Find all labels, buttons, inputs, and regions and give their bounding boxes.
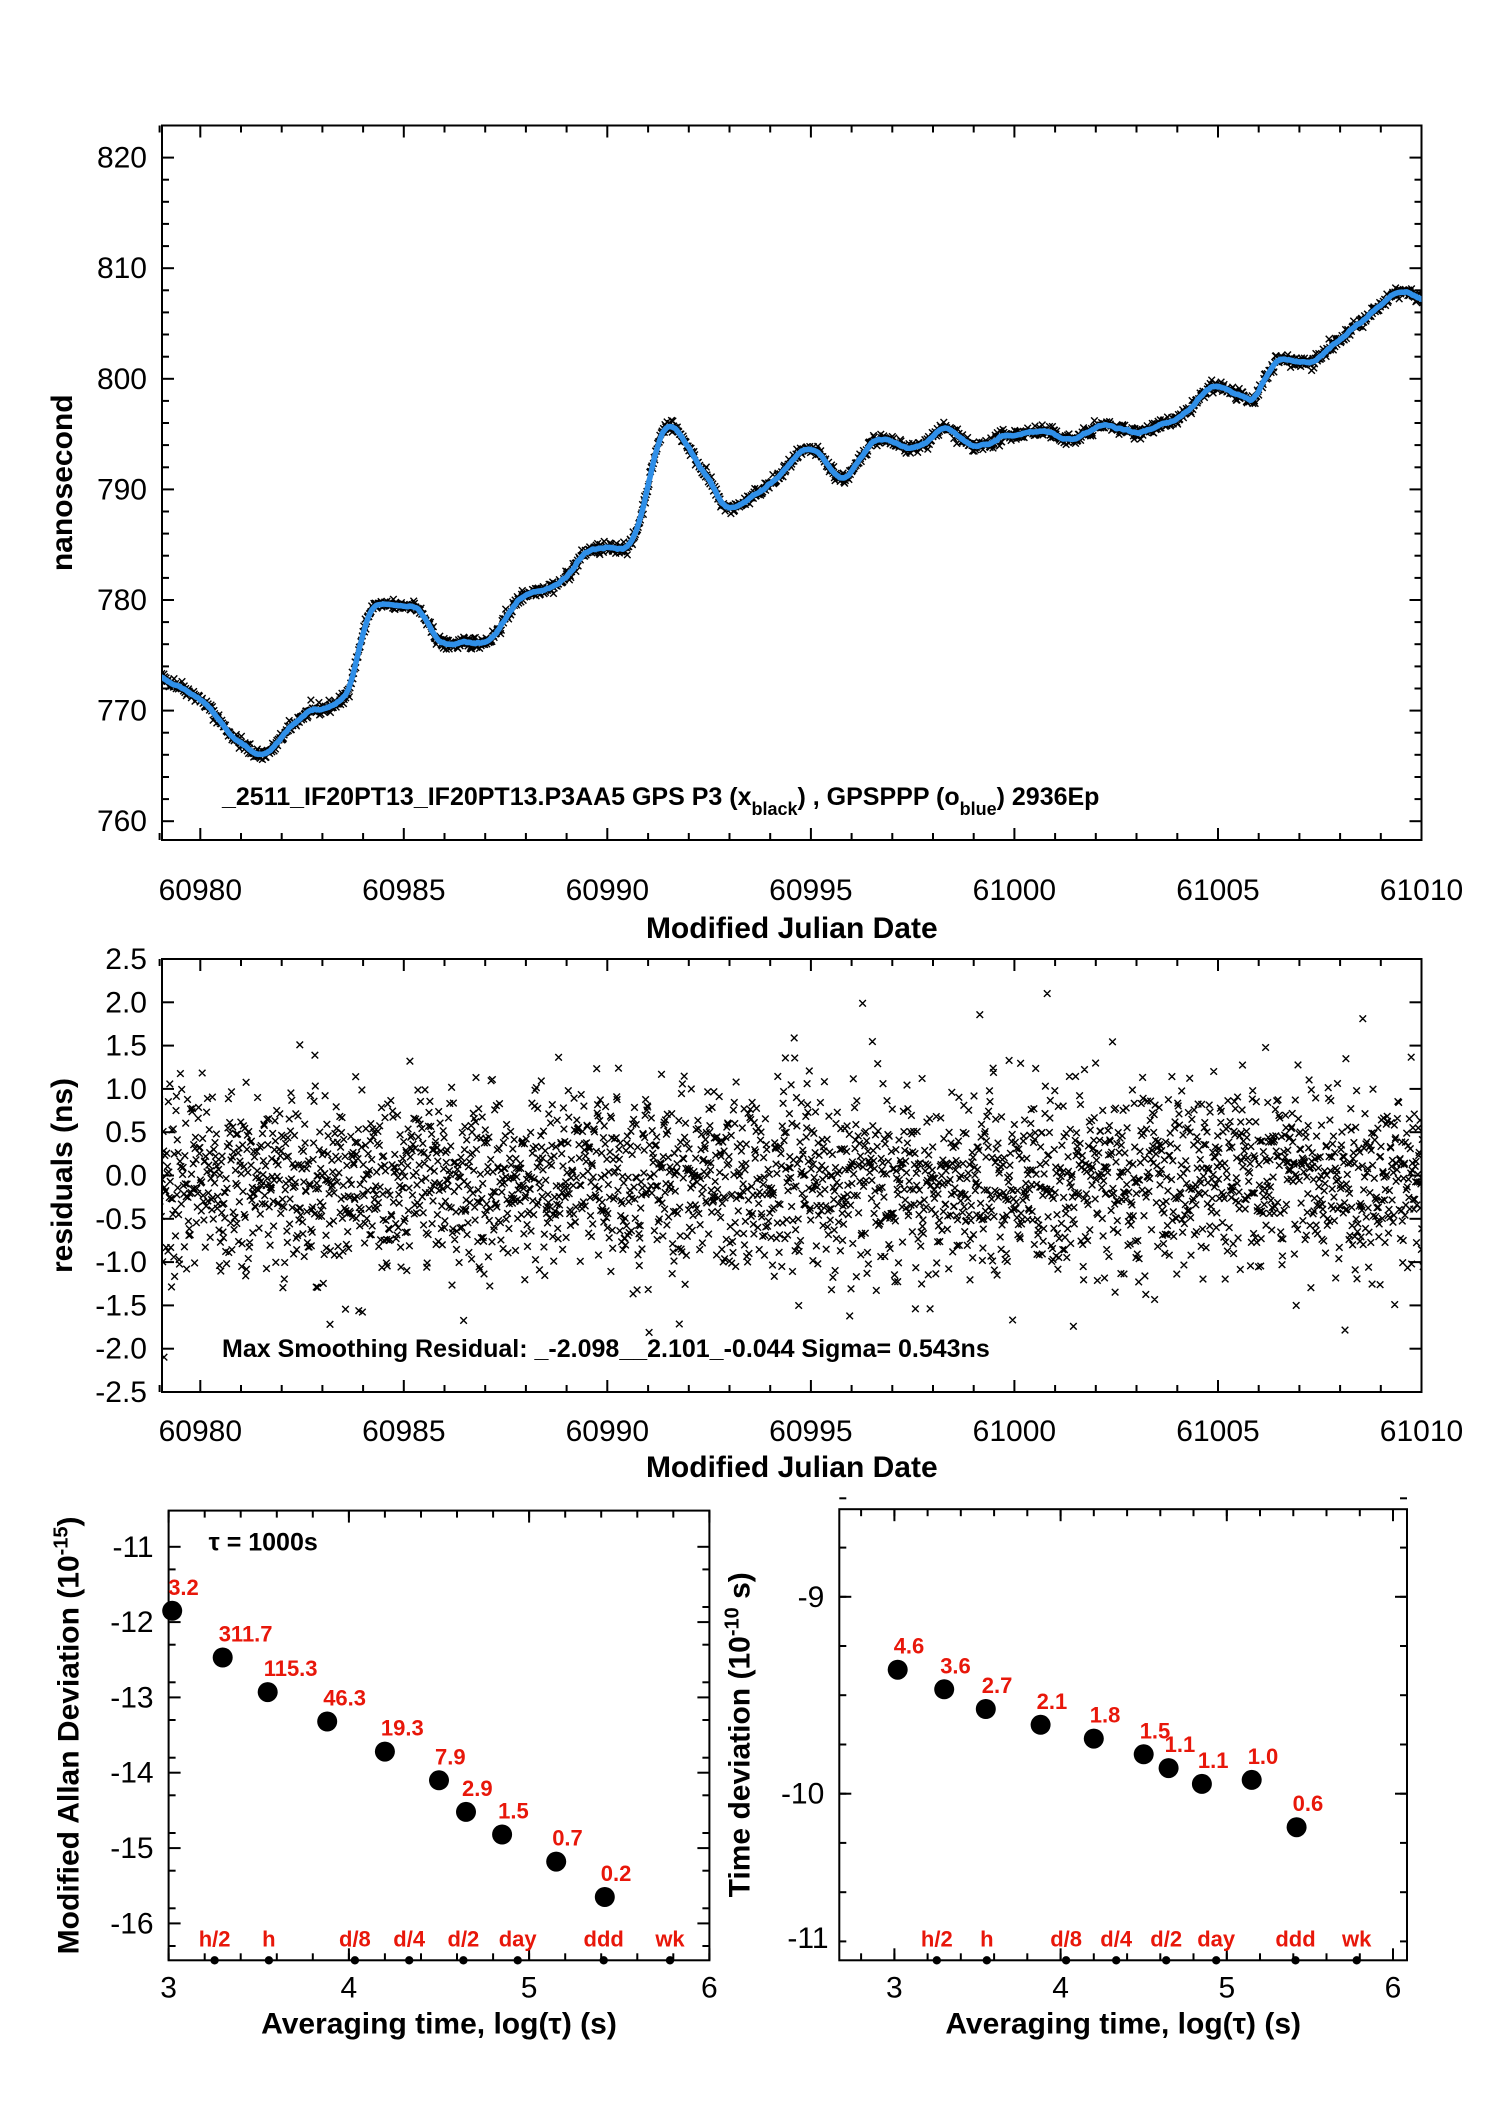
svg-text:60995: 60995 — [769, 1415, 852, 1448]
svg-text:h: h — [262, 1926, 275, 1951]
svg-text:Modified Julian Date: Modified Julian Date — [646, 912, 938, 945]
svg-text:61010: 61010 — [1380, 874, 1463, 907]
svg-text:residuals (ns): residuals (ns) — [46, 1078, 79, 1273]
svg-text:h/2: h/2 — [921, 1926, 953, 1951]
svg-text:1.0: 1.0 — [1248, 1744, 1279, 1769]
svg-text:2.1: 2.1 — [1037, 1689, 1068, 1714]
svg-text:1.1: 1.1 — [1198, 1748, 1229, 1773]
svg-text:6: 6 — [701, 1971, 718, 2004]
svg-text:3.6: 3.6 — [940, 1653, 971, 1678]
svg-text:-9: -9 — [798, 1581, 825, 1614]
svg-text:0.6: 0.6 — [1293, 1791, 1324, 1816]
svg-text:-2.5: -2.5 — [95, 1376, 147, 1409]
svg-text:2.9: 2.9 — [462, 1776, 493, 1801]
svg-text:60980: 60980 — [159, 1415, 242, 1448]
svg-text:0.7: 0.7 — [552, 1826, 583, 1851]
svg-text:311.7: 311.7 — [219, 1622, 273, 1647]
svg-text:-11: -11 — [112, 1531, 153, 1564]
svg-text:61000: 61000 — [973, 874, 1056, 907]
svg-text:-13: -13 — [110, 1681, 153, 1714]
svg-text:3: 3 — [886, 1971, 903, 2004]
svg-text:-0.5: -0.5 — [95, 1203, 147, 1236]
svg-text:46.3: 46.3 — [323, 1686, 366, 1711]
svg-text:d/4: d/4 — [1100, 1926, 1133, 1951]
svg-text:0.0: 0.0 — [105, 1160, 147, 1193]
svg-text:h/2: h/2 — [199, 1926, 231, 1951]
svg-text:d/8: d/8 — [1050, 1926, 1082, 1951]
svg-text:-12: -12 — [110, 1606, 153, 1639]
svg-text:6: 6 — [1385, 1971, 1402, 2004]
svg-text:2.0: 2.0 — [105, 986, 147, 1019]
svg-text:ddd: ddd — [1275, 1926, 1315, 1951]
svg-text:wk: wk — [1341, 1926, 1372, 1951]
svg-text:3: 3 — [160, 1971, 177, 2004]
svg-text:nanosecond: nanosecond — [46, 394, 79, 571]
svg-text:d/8: d/8 — [339, 1926, 371, 1951]
svg-text:60985: 60985 — [362, 1415, 445, 1448]
svg-text:7.9: 7.9 — [435, 1744, 466, 1769]
svg-text:-10: -10 — [781, 1778, 824, 1811]
svg-text:760: 760 — [97, 805, 147, 838]
svg-text:-14: -14 — [110, 1757, 153, 1790]
svg-text:60980: 60980 — [159, 874, 242, 907]
svg-text:0.2: 0.2 — [601, 1861, 632, 1886]
svg-text:790: 790 — [97, 473, 147, 506]
svg-text:2.5: 2.5 — [105, 943, 147, 976]
svg-text:1.1: 1.1 — [1165, 1732, 1196, 1757]
svg-text:60990: 60990 — [566, 874, 649, 907]
svg-text:61005: 61005 — [1176, 874, 1259, 907]
svg-text:0.5: 0.5 — [105, 1116, 147, 1149]
svg-text:1.8: 1.8 — [1090, 1703, 1121, 1728]
svg-text:5: 5 — [521, 1971, 538, 2004]
svg-text:day: day — [1197, 1926, 1236, 1951]
svg-text:61000: 61000 — [973, 1415, 1056, 1448]
svg-text:1.5: 1.5 — [105, 1030, 147, 1063]
svg-text:810: 810 — [97, 252, 147, 285]
svg-text:d/4: d/4 — [393, 1926, 426, 1951]
svg-text:Max Smoothing Residual: _-2.09: Max Smoothing Residual: _-2.098__2.101_-… — [222, 1335, 990, 1363]
svg-text:61010: 61010 — [1380, 1415, 1463, 1448]
svg-text:19.3: 19.3 — [381, 1716, 424, 1741]
svg-text:d/2: d/2 — [448, 1926, 480, 1951]
svg-text:Modified Julian Date: Modified Julian Date — [646, 1451, 938, 1484]
svg-text:3.2: 3.2 — [168, 1575, 199, 1600]
svg-text:h: h — [980, 1926, 993, 1951]
svg-text:-15: -15 — [110, 1832, 153, 1865]
svg-text:780: 780 — [97, 584, 147, 617]
svg-text:wk: wk — [654, 1926, 685, 1951]
svg-text:5: 5 — [1218, 1971, 1235, 2004]
svg-text:2.7: 2.7 — [982, 1673, 1013, 1698]
svg-text:d/2: d/2 — [1150, 1926, 1182, 1951]
svg-text:60995: 60995 — [769, 874, 852, 907]
svg-text:day: day — [499, 1926, 538, 1951]
svg-text:Averaging time, log(τ) (s): Averaging time, log(τ) (s) — [261, 2007, 617, 2040]
svg-text:115.3: 115.3 — [264, 1656, 318, 1681]
svg-text:ddd: ddd — [584, 1926, 624, 1951]
svg-text:61005: 61005 — [1176, 1415, 1259, 1448]
svg-text:60990: 60990 — [566, 1415, 649, 1448]
svg-text:τ = 1000s: τ = 1000s — [209, 1529, 318, 1557]
svg-text:-1.5: -1.5 — [95, 1289, 147, 1322]
svg-text:1.5: 1.5 — [498, 1799, 529, 1824]
svg-text:4: 4 — [341, 1971, 358, 2004]
svg-text:Modified Allan Deviation (10-1: Modified Allan Deviation (10-15) — [51, 1516, 86, 1954]
svg-text:820: 820 — [97, 142, 147, 175]
svg-text:4: 4 — [1052, 1971, 1069, 2004]
svg-text:60985: 60985 — [362, 874, 445, 907]
svg-text:4.6: 4.6 — [894, 1634, 925, 1659]
svg-text:800: 800 — [97, 363, 147, 396]
svg-text:-2.0: -2.0 — [95, 1333, 147, 1366]
svg-text:Averaging time, log(τ) (s): Averaging time, log(τ) (s) — [945, 2007, 1301, 2040]
svg-text:1.0: 1.0 — [105, 1073, 147, 1106]
svg-text:-1.0: -1.0 — [95, 1246, 147, 1279]
svg-text:-16: -16 — [110, 1907, 153, 1940]
svg-text:770: 770 — [97, 695, 147, 728]
svg-text:-11: -11 — [787, 1922, 828, 1955]
